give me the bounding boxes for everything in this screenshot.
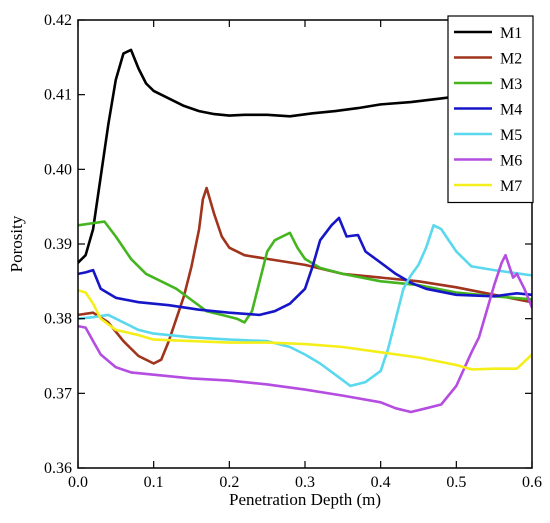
x-axis-title: Penetration Depth (m) (229, 490, 381, 509)
y-tick-label: 0.37 (44, 385, 72, 402)
y-tick-label: 0.41 (44, 87, 72, 104)
series-line-m2 (78, 186, 532, 365)
legend-label-m6: M6 (500, 153, 522, 170)
x-tick-label: 0.2 (219, 474, 239, 491)
y-tick-label: 0.36 (44, 460, 72, 477)
legend-label-m7: M7 (500, 178, 522, 195)
x-tick-label: 0.4 (371, 474, 391, 491)
y-axis-title: Porosity (7, 215, 26, 272)
legend-label-m5: M5 (500, 127, 522, 144)
x-tick-label: 0.5 (446, 474, 466, 491)
x-tick-label: 0.3 (295, 474, 315, 491)
legend-label-m2: M2 (500, 51, 522, 68)
legend-label-m1: M1 (500, 25, 522, 42)
series-line-m7 (78, 289, 532, 371)
series-line-m3 (78, 220, 532, 324)
series-line-m1 (78, 48, 496, 264)
y-tick-label: 0.40 (44, 161, 72, 178)
series-line-m6 (78, 253, 532, 414)
y-tick-label: 0.39 (44, 236, 72, 253)
legend-label-m4: M4 (500, 102, 522, 119)
x-tick-label: 0.1 (144, 474, 164, 491)
series-line-m5 (78, 224, 532, 388)
x-tick-label: 0.0 (68, 474, 88, 491)
y-tick-label: 0.38 (44, 311, 72, 328)
legend: M1 M2 M3 M4 M5 M6 M7 (447, 15, 534, 204)
y-tick-label: 0.42 (44, 12, 72, 29)
series-layer (78, 48, 532, 414)
legend-label-m3: M3 (500, 76, 522, 93)
ticks-layer: 0.0 0.1 0.2 0.3 0.4 0.5 0.6 0.36 0.37 0.38 0.39 0.4… (44, 12, 542, 491)
x-tick-label: 0.6 (522, 474, 542, 491)
series-line-m4 (78, 216, 532, 317)
